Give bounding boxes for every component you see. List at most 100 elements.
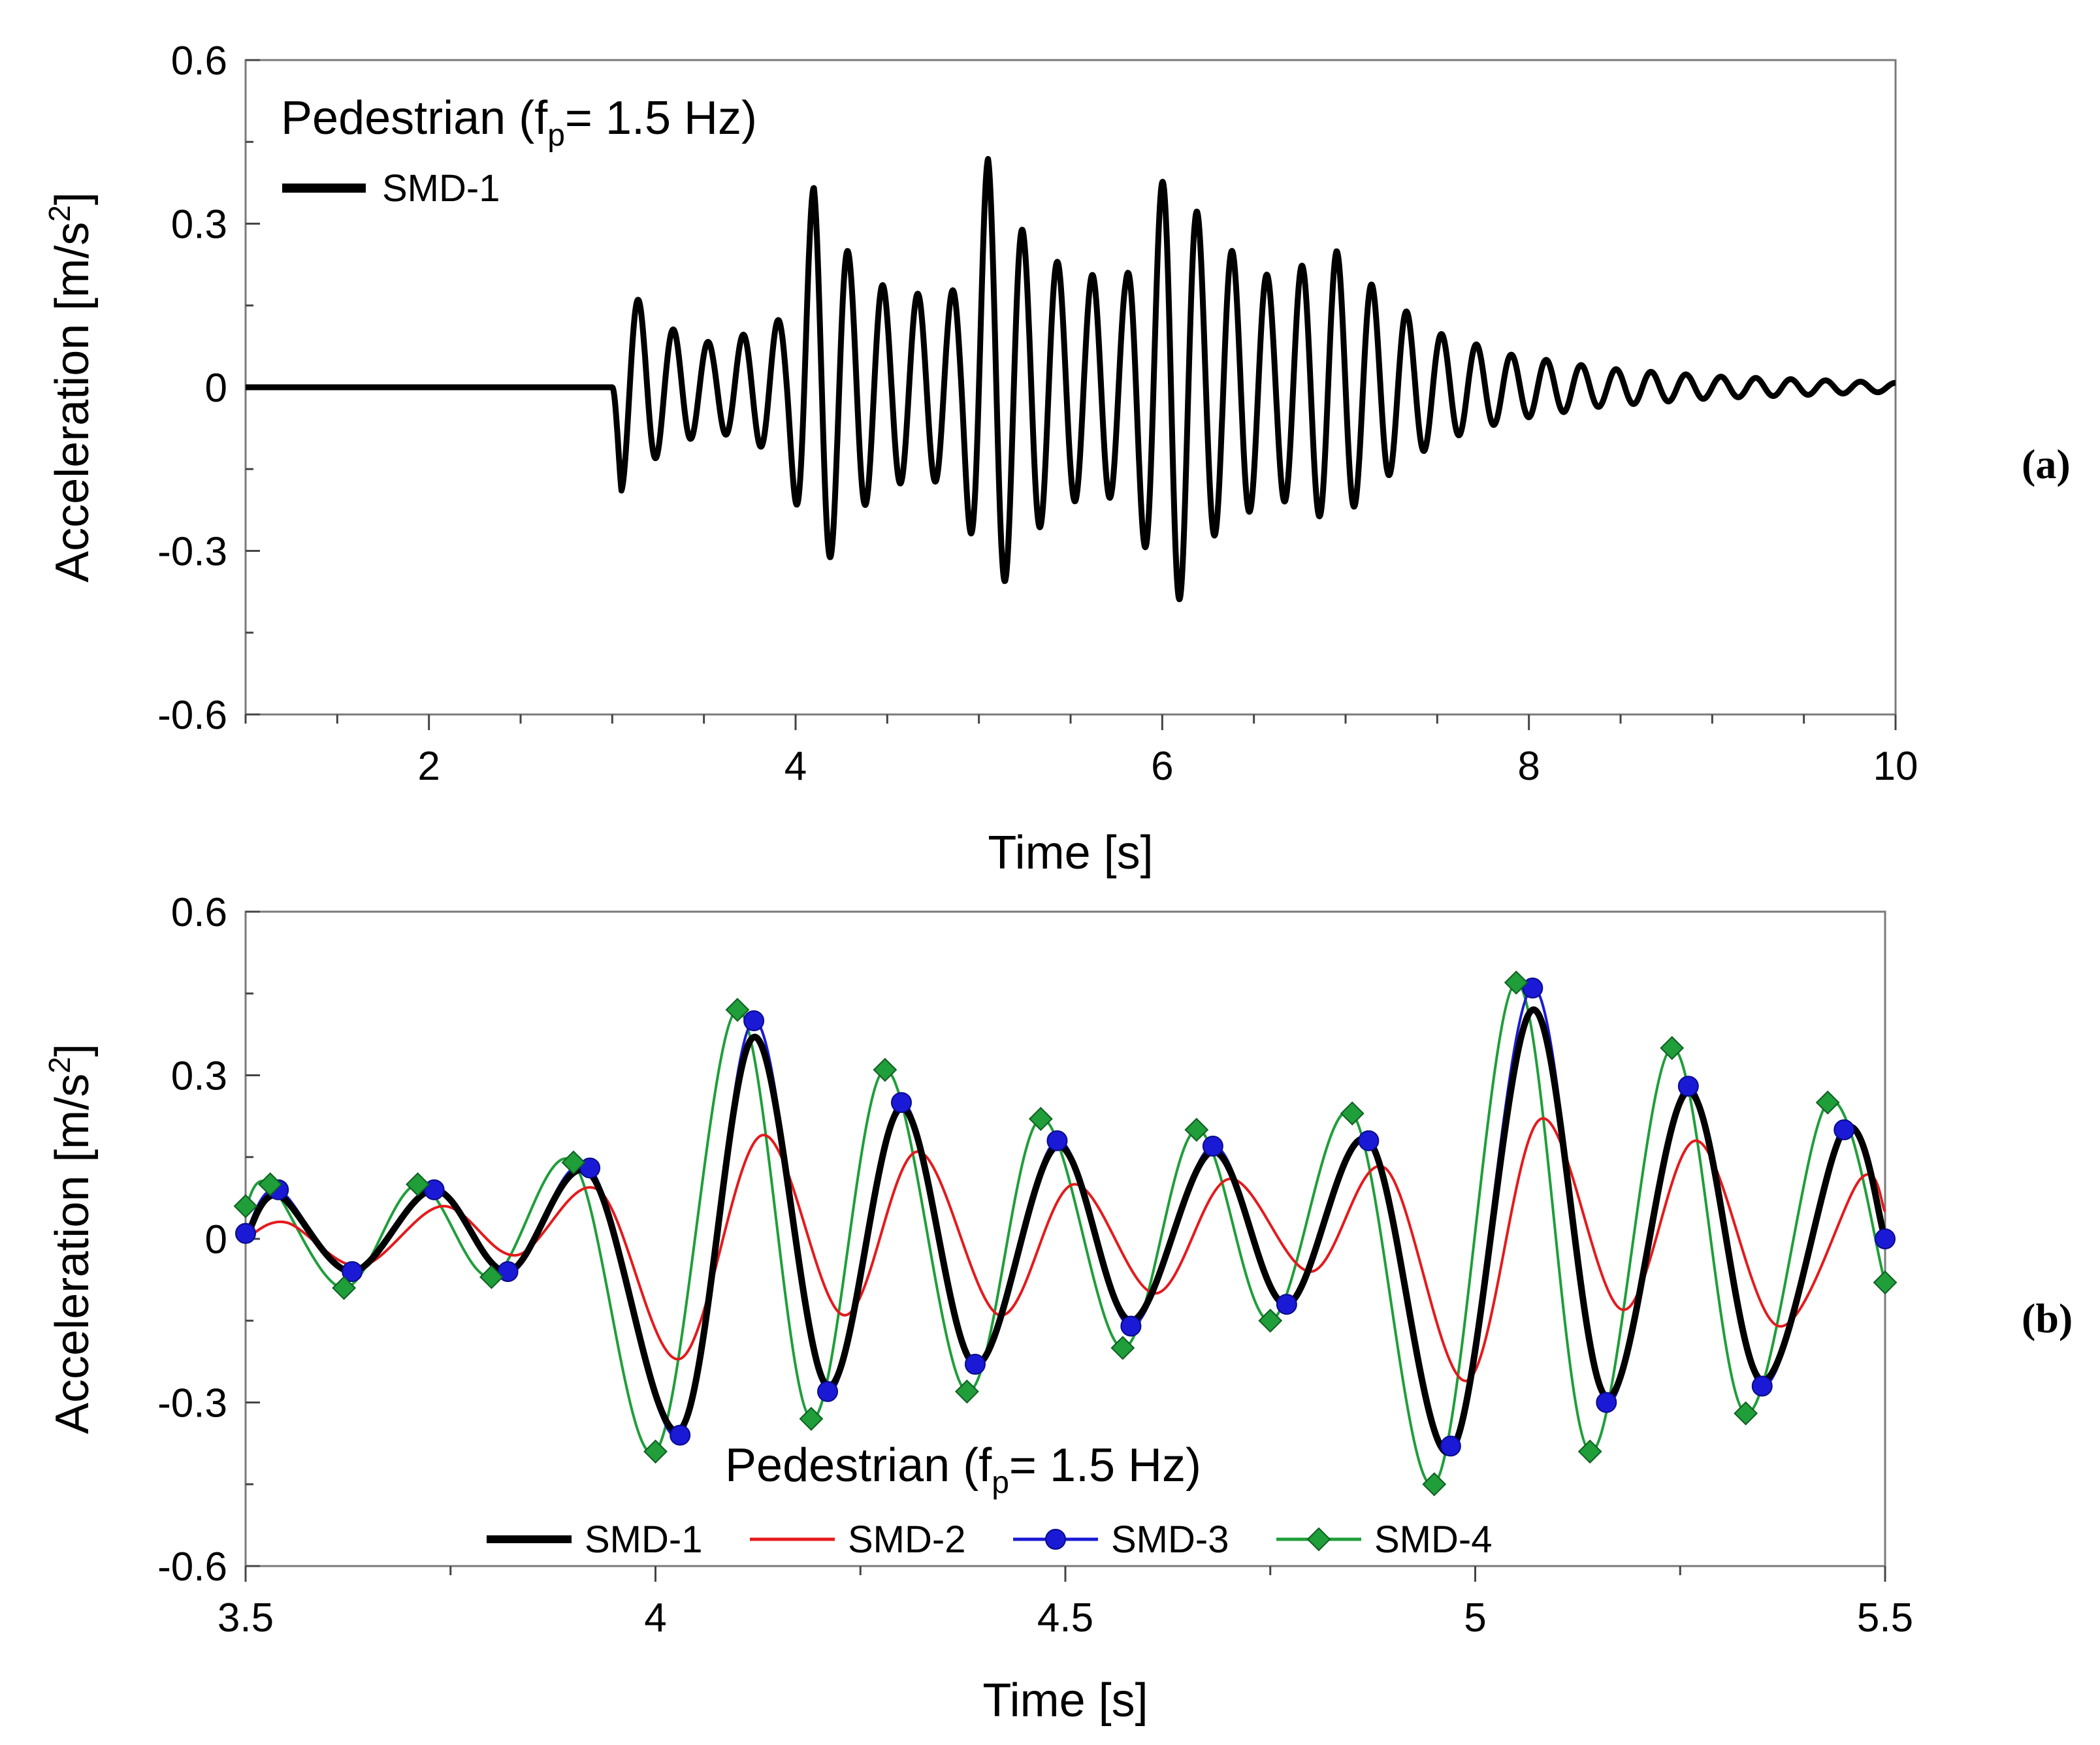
x-tick-label-a: 8 — [1517, 744, 1540, 789]
y-tick-label-a: -0.6 — [157, 693, 227, 738]
x-tick-label-a: 6 — [1151, 744, 1173, 789]
data-point-smd-4 — [1258, 1308, 1283, 1333]
ticks-b: -0.6 -0.3 0 0.3 0.6 3.5 4 4.5 5 5.5 — [157, 890, 1913, 1641]
series-line-smd-1-b — [242, 1006, 1888, 1456]
data-point-smd-4 — [643, 1439, 668, 1464]
data-point-smd-3 — [579, 1157, 601, 1179]
curves-b — [233, 970, 1898, 1497]
y-tick-label-b: 0 — [205, 1217, 227, 1262]
data-point-smd-4 — [1110, 1336, 1135, 1360]
legend-b: SMD-1 SMD-2 SMD-3 SMD-4 — [487, 1518, 1492, 1561]
data-point-smd-4 — [1028, 1106, 1053, 1131]
data-point-smd-4 — [233, 1194, 258, 1219]
series-line-smd-1-a — [243, 155, 1898, 602]
x-axis-title-a: Time [s] — [988, 827, 1153, 879]
y-axis-title-b: Acceleration [m/s2] — [42, 1044, 99, 1434]
panel-a: -0.6 -0.3 0 0.3 0.6 2 4 6 8 10 Time [s] Accelerat… — [42, 39, 2071, 879]
data-point-smd-3 — [1875, 1228, 1896, 1249]
data-point-smd-4 — [1422, 1472, 1447, 1497]
data-point-smd-3 — [1596, 1392, 1617, 1413]
legend-title-b-tail: = 1.5 Hz) — [1009, 1439, 1201, 1492]
legend-title-a-tail: = 1.5 Hz) — [565, 92, 757, 144]
data-point-smd-3 — [497, 1261, 519, 1283]
data-point-smd-4 — [332, 1275, 357, 1300]
x-tick-label-a: 4 — [784, 744, 807, 789]
panel-b: -0.6 -0.3 0 0.3 0.6 3.5 4 4.5 5 5.5 Time [s] Acce… — [42, 890, 2073, 1727]
data-point-smd-4 — [1734, 1401, 1758, 1426]
y-tick-label-b: -0.6 — [157, 1545, 227, 1590]
x-tick-label-b: 3.5 — [218, 1595, 274, 1641]
y-tick-label-a: 0 — [205, 366, 227, 411]
x-tick-label-b: 4 — [644, 1595, 666, 1641]
data-point-smd-4 — [954, 1379, 979, 1404]
legend-label-smd-2: SMD-2 — [848, 1518, 965, 1561]
legend-title-b-sub: p — [992, 1465, 1009, 1500]
data-point-smd-3 — [1120, 1315, 1142, 1337]
y-tick-label-a: 0.3 — [171, 202, 227, 248]
data-point-smd-4 — [1184, 1117, 1209, 1142]
data-point-smd-3 — [1046, 1130, 1068, 1151]
y-tick-label-b: 0.3 — [171, 1054, 227, 1099]
data-point-smd-4 — [725, 997, 750, 1022]
y-axis-title-a-tail: ] — [46, 192, 99, 205]
data-point-smd-3 — [1833, 1119, 1855, 1140]
data-point-smd-3 — [423, 1179, 445, 1200]
data-point-smd-3 — [670, 1424, 691, 1446]
curves-a — [243, 155, 1898, 602]
x-tick-label-b: 5 — [1464, 1595, 1486, 1641]
legend-label-smd-4: SMD-4 — [1374, 1518, 1492, 1561]
data-point-smd-3 — [891, 1092, 912, 1113]
y-tick-label-a: 0.6 — [171, 39, 227, 84]
panel-label-a: (a) — [2022, 441, 2071, 487]
data-point-smd-4 — [1504, 970, 1528, 995]
data-point-smd-3 — [1522, 977, 1543, 999]
x-tick-label-a: 2 — [417, 744, 440, 789]
data-point-smd-4 — [1873, 1270, 1898, 1295]
data-point-smd-4 — [479, 1265, 504, 1289]
y-axis-title-a: Acceleration [m/s2] — [42, 192, 99, 583]
data-point-smd-3 — [1751, 1375, 1773, 1397]
data-point-smd-4 — [1340, 1101, 1365, 1126]
legend-title-a-main: Pedestrian (f — [281, 92, 548, 144]
data-point-smd-4 — [258, 1172, 283, 1196]
x-tick-label-b: 5.5 — [1857, 1595, 1913, 1641]
legend-title-a-sub: p — [547, 118, 565, 153]
y-tick-label-b: -0.3 — [157, 1381, 227, 1426]
data-point-smd-3 — [1358, 1130, 1380, 1151]
x-tick-label-a: 10 — [1873, 744, 1918, 789]
data-point-smd-3 — [235, 1223, 256, 1244]
data-point-smd-3 — [1276, 1294, 1297, 1315]
y-axis-title-b-main: Acceleration [m/s — [46, 1074, 99, 1434]
x-axis-title-b: Time [s] — [982, 1674, 1148, 1727]
legend-marker-smd-3 — [1045, 1529, 1066, 1550]
panel-label-b: (b) — [2022, 1295, 2073, 1341]
data-point-smd-3 — [817, 1381, 839, 1402]
legend-label-smd-1: SMD-1 — [585, 1518, 702, 1561]
y-axis-title-b-tail: ] — [46, 1044, 99, 1057]
data-point-smd-4 — [1577, 1439, 1602, 1464]
data-point-smd-4 — [406, 1172, 430, 1196]
legend-title-b-main: Pedestrian (f — [725, 1439, 992, 1492]
data-point-smd-4 — [873, 1057, 897, 1082]
y-axis-title-a-sup: 2 — [42, 205, 76, 222]
data-point-smd-3 — [1440, 1435, 1461, 1457]
series-line-smd-2-b — [245, 1117, 1886, 1383]
legend-label-smd-1-a: SMD-1 — [382, 167, 500, 210]
data-point-smd-3 — [1202, 1136, 1223, 1157]
ticks-a: -0.6 -0.3 0 0.3 0.6 2 4 6 8 10 — [157, 39, 1918, 789]
data-point-smd-4 — [561, 1150, 586, 1175]
legend-title-a: Pedestrian (fp= 1.5 Hz) — [281, 92, 757, 153]
legend-marker-smd-4 — [1306, 1527, 1331, 1552]
y-axis-title-a-main: Acceleration [m/s — [46, 222, 99, 583]
data-point-smd-3 — [743, 1010, 765, 1031]
y-axis-title-b-sup: 2 — [42, 1057, 76, 1074]
y-tick-label-b: 0.6 — [171, 890, 227, 935]
data-point-smd-4 — [1815, 1090, 1840, 1115]
x-tick-label-b: 4.5 — [1037, 1595, 1093, 1641]
data-point-smd-4 — [799, 1407, 824, 1431]
data-point-smd-3 — [964, 1354, 986, 1375]
data-point-smd-4 — [1660, 1036, 1685, 1061]
legend-label-smd-3: SMD-3 — [1111, 1518, 1229, 1561]
data-point-smd-3 — [342, 1261, 363, 1283]
